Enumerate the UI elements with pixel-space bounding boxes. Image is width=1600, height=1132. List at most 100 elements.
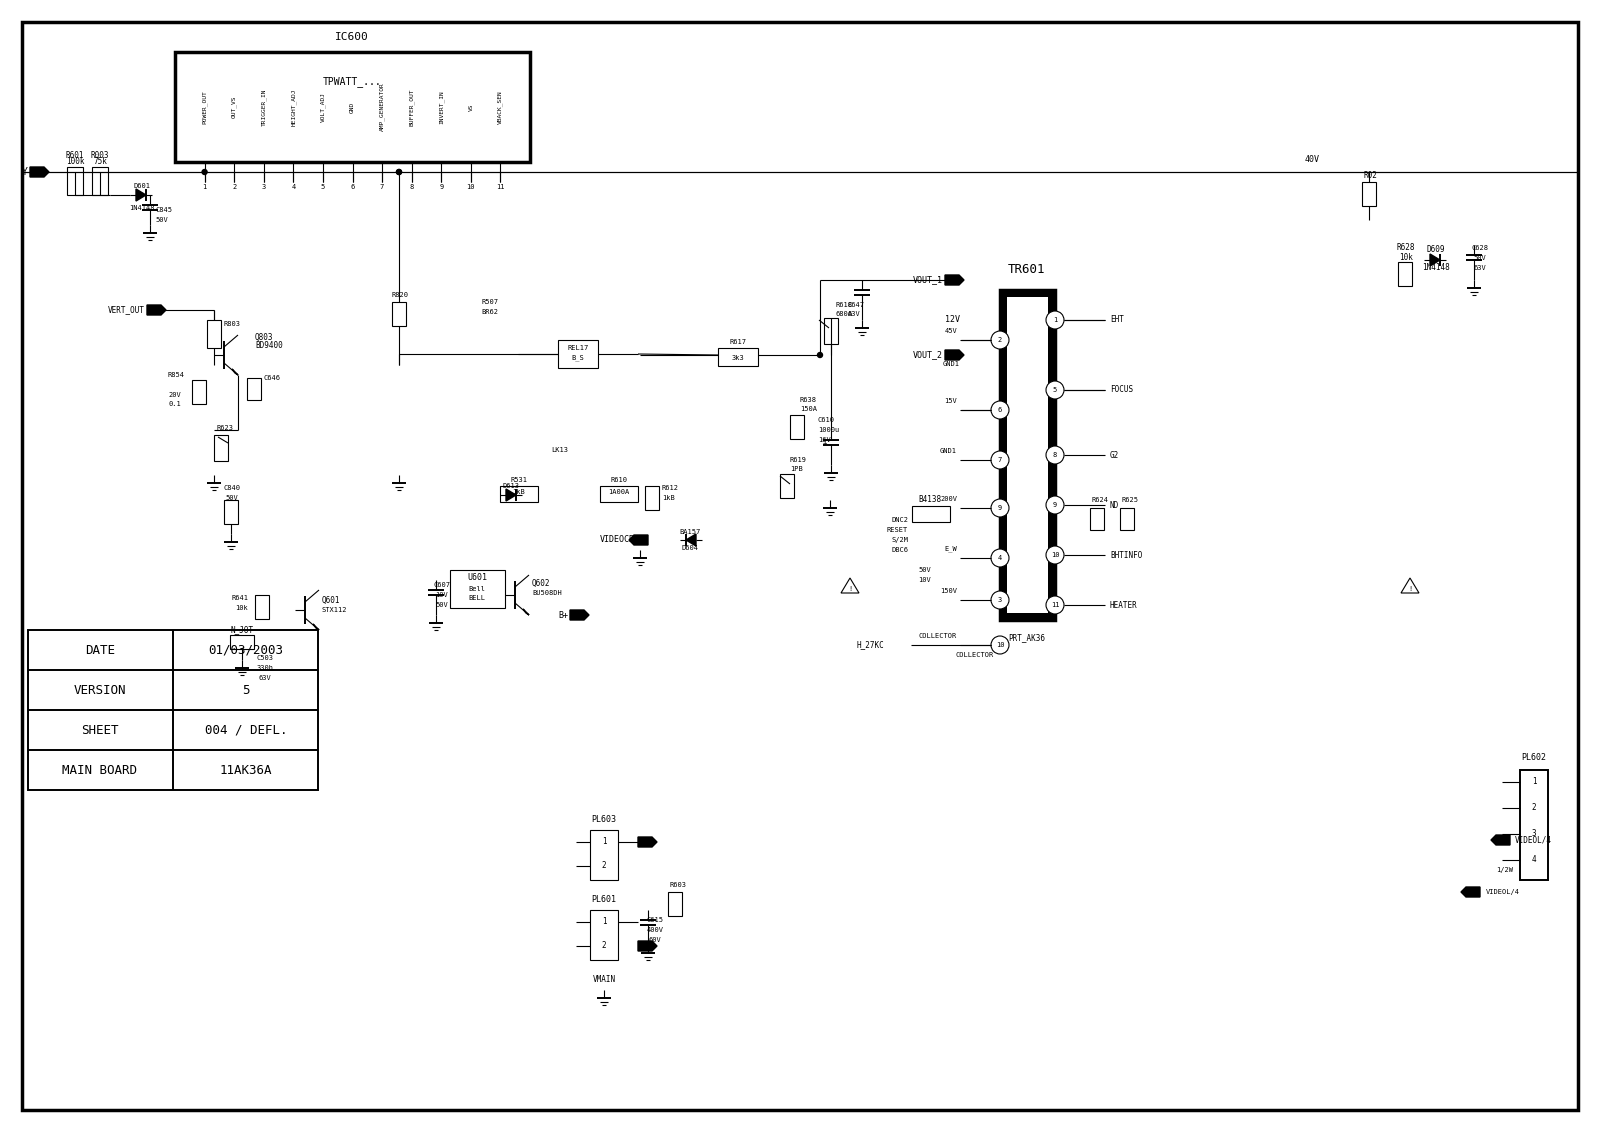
Text: 3k3: 3k3 [731,355,744,361]
Text: Bell: Bell [469,586,485,592]
Text: C503: C503 [256,655,274,661]
Circle shape [1046,546,1064,564]
Text: 330h: 330h [256,664,274,671]
Text: VOUT_1: VOUT_1 [914,275,942,284]
Text: R003: R003 [91,151,109,160]
Bar [1000,290,1054,620]
Text: DNC2: DNC2 [891,517,909,523]
Text: TR601: TR601 [1008,263,1046,276]
Text: 9: 9 [998,505,1002,511]
Text: R624: R624 [1091,497,1109,503]
Bar [669,892,682,916]
Polygon shape [638,941,658,951]
Text: D609: D609 [1427,246,1445,255]
Text: 4: 4 [291,185,296,190]
Circle shape [397,170,402,174]
Bar [912,506,950,522]
Text: DBC6: DBC6 [891,547,909,554]
Text: R601: R601 [66,151,85,160]
Circle shape [990,636,1010,654]
Bar [67,168,83,195]
Text: VIDEOCB+: VIDEOCB+ [600,535,640,544]
Text: R619: R619 [790,457,806,463]
Text: BU508DH: BU508DH [531,590,562,597]
Text: !: ! [1408,586,1413,592]
Text: 680A: 680A [835,311,853,317]
Text: !: ! [848,586,853,592]
Text: C628: C628 [1472,245,1488,251]
Circle shape [990,451,1010,469]
Text: 10k: 10k [1398,254,1413,263]
Bar [1362,182,1376,206]
Text: VOLT_ADJ: VOLT_ADJ [320,92,326,122]
Text: VMAIN: VMAIN [592,976,616,985]
Text: 3: 3 [998,597,1002,603]
Polygon shape [523,609,530,615]
Text: 6: 6 [998,408,1002,413]
Bar [1120,508,1134,530]
Text: SHEET: SHEET [82,723,118,737]
Text: R641: R641 [230,595,248,601]
Polygon shape [946,275,963,285]
Text: E_W: E_W [944,546,957,552]
Polygon shape [30,168,50,177]
Text: VOUT_2: VOUT_2 [914,351,942,360]
Text: 1kB: 1kB [662,495,675,501]
Text: AMP_GENERATOR: AMP_GENERATOR [379,83,386,131]
Bar [206,320,221,348]
Bar [824,318,838,344]
Text: Q803: Q803 [254,333,274,342]
Text: B_S: B_S [571,354,584,361]
Text: 50V: 50V [226,495,238,501]
Bar [590,830,618,880]
Text: 004 / DEFL.: 004 / DEFL. [205,723,288,737]
Text: R854: R854 [168,372,186,378]
Text: D601: D601 [133,183,150,189]
Bar [499,486,538,501]
Text: 40V: 40V [946,277,960,286]
Text: 2: 2 [602,942,606,951]
Text: 63V: 63V [1474,265,1486,271]
Text: GND: GND [350,102,355,112]
Text: DATE: DATE [85,643,115,657]
Bar [224,500,238,524]
Text: R618: R618 [835,302,853,308]
Bar [450,571,506,608]
Text: VBACK_SEN: VBACK_SEN [498,91,504,123]
Text: 400V: 400V [646,927,664,933]
Text: 63V: 63V [848,311,861,317]
Text: Q601: Q601 [322,595,341,604]
Circle shape [990,549,1010,567]
Text: MAIN BOARD: MAIN BOARD [62,763,138,777]
Text: VIDEOL/4: VIDEOL/4 [1486,889,1520,895]
Text: 10V: 10V [918,577,931,583]
Text: PL603: PL603 [592,815,616,824]
Polygon shape [147,305,166,315]
Text: 50V: 50V [1474,255,1486,261]
Text: COLLECTOR: COLLECTOR [918,633,957,638]
Text: LK13: LK13 [552,447,568,453]
Circle shape [397,170,402,174]
Text: 7: 7 [379,185,384,190]
Text: C647: C647 [848,302,866,308]
Bar [1520,770,1549,880]
Text: 6: 6 [350,185,355,190]
Polygon shape [136,189,146,201]
Text: 10V: 10V [435,592,448,598]
Text: 10: 10 [1051,552,1059,558]
Text: +: + [822,440,827,446]
Text: 15V: 15V [944,398,957,404]
Bar [1006,297,1048,614]
Text: 0.1: 0.1 [168,401,181,408]
Text: BELL: BELL [469,595,485,601]
Text: 1A00A: 1A00A [608,489,630,495]
Text: D604: D604 [682,544,699,551]
Text: 150A: 150A [800,406,818,412]
Bar [790,415,805,439]
Text: 50V: 50V [918,567,931,573]
Text: 200V: 200V [941,496,957,501]
Text: 45V: 45V [944,328,957,334]
Text: VS: VS [469,103,474,111]
Text: VIDEOL/4: VIDEOL/4 [1515,835,1552,844]
Text: BR62: BR62 [482,309,499,315]
